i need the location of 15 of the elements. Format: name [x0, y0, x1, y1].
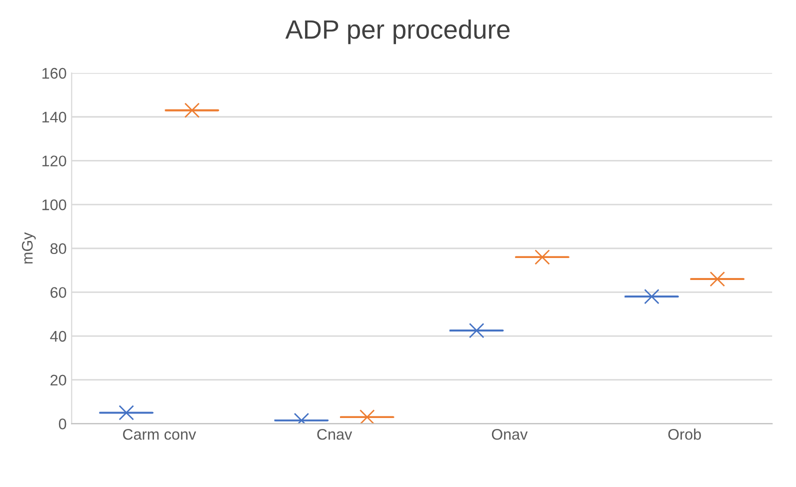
x-tick-label: Carm conv [123, 428, 196, 440]
x-tick-label: Onav [492, 428, 528, 440]
x-tick-label: Cnav [317, 428, 352, 440]
x-tick-label: Orob [668, 428, 701, 440]
y-tick-label: 160 [42, 68, 66, 79]
y-tick-label: 0 [58, 418, 66, 430]
chart-title: ADP per procedure [285, 19, 510, 44]
y-tick-label: 120 [42, 156, 66, 166]
y-tick-label: 60 [50, 287, 66, 298]
y-tick-label: 40 [50, 330, 66, 342]
y-axis-title: mGy [22, 232, 36, 264]
y-tick-label: 80 [50, 243, 66, 254]
y-tick-label: 100 [42, 199, 66, 210]
y-tick-label: 140 [42, 112, 66, 123]
y-tick-label: 20 [50, 374, 66, 386]
